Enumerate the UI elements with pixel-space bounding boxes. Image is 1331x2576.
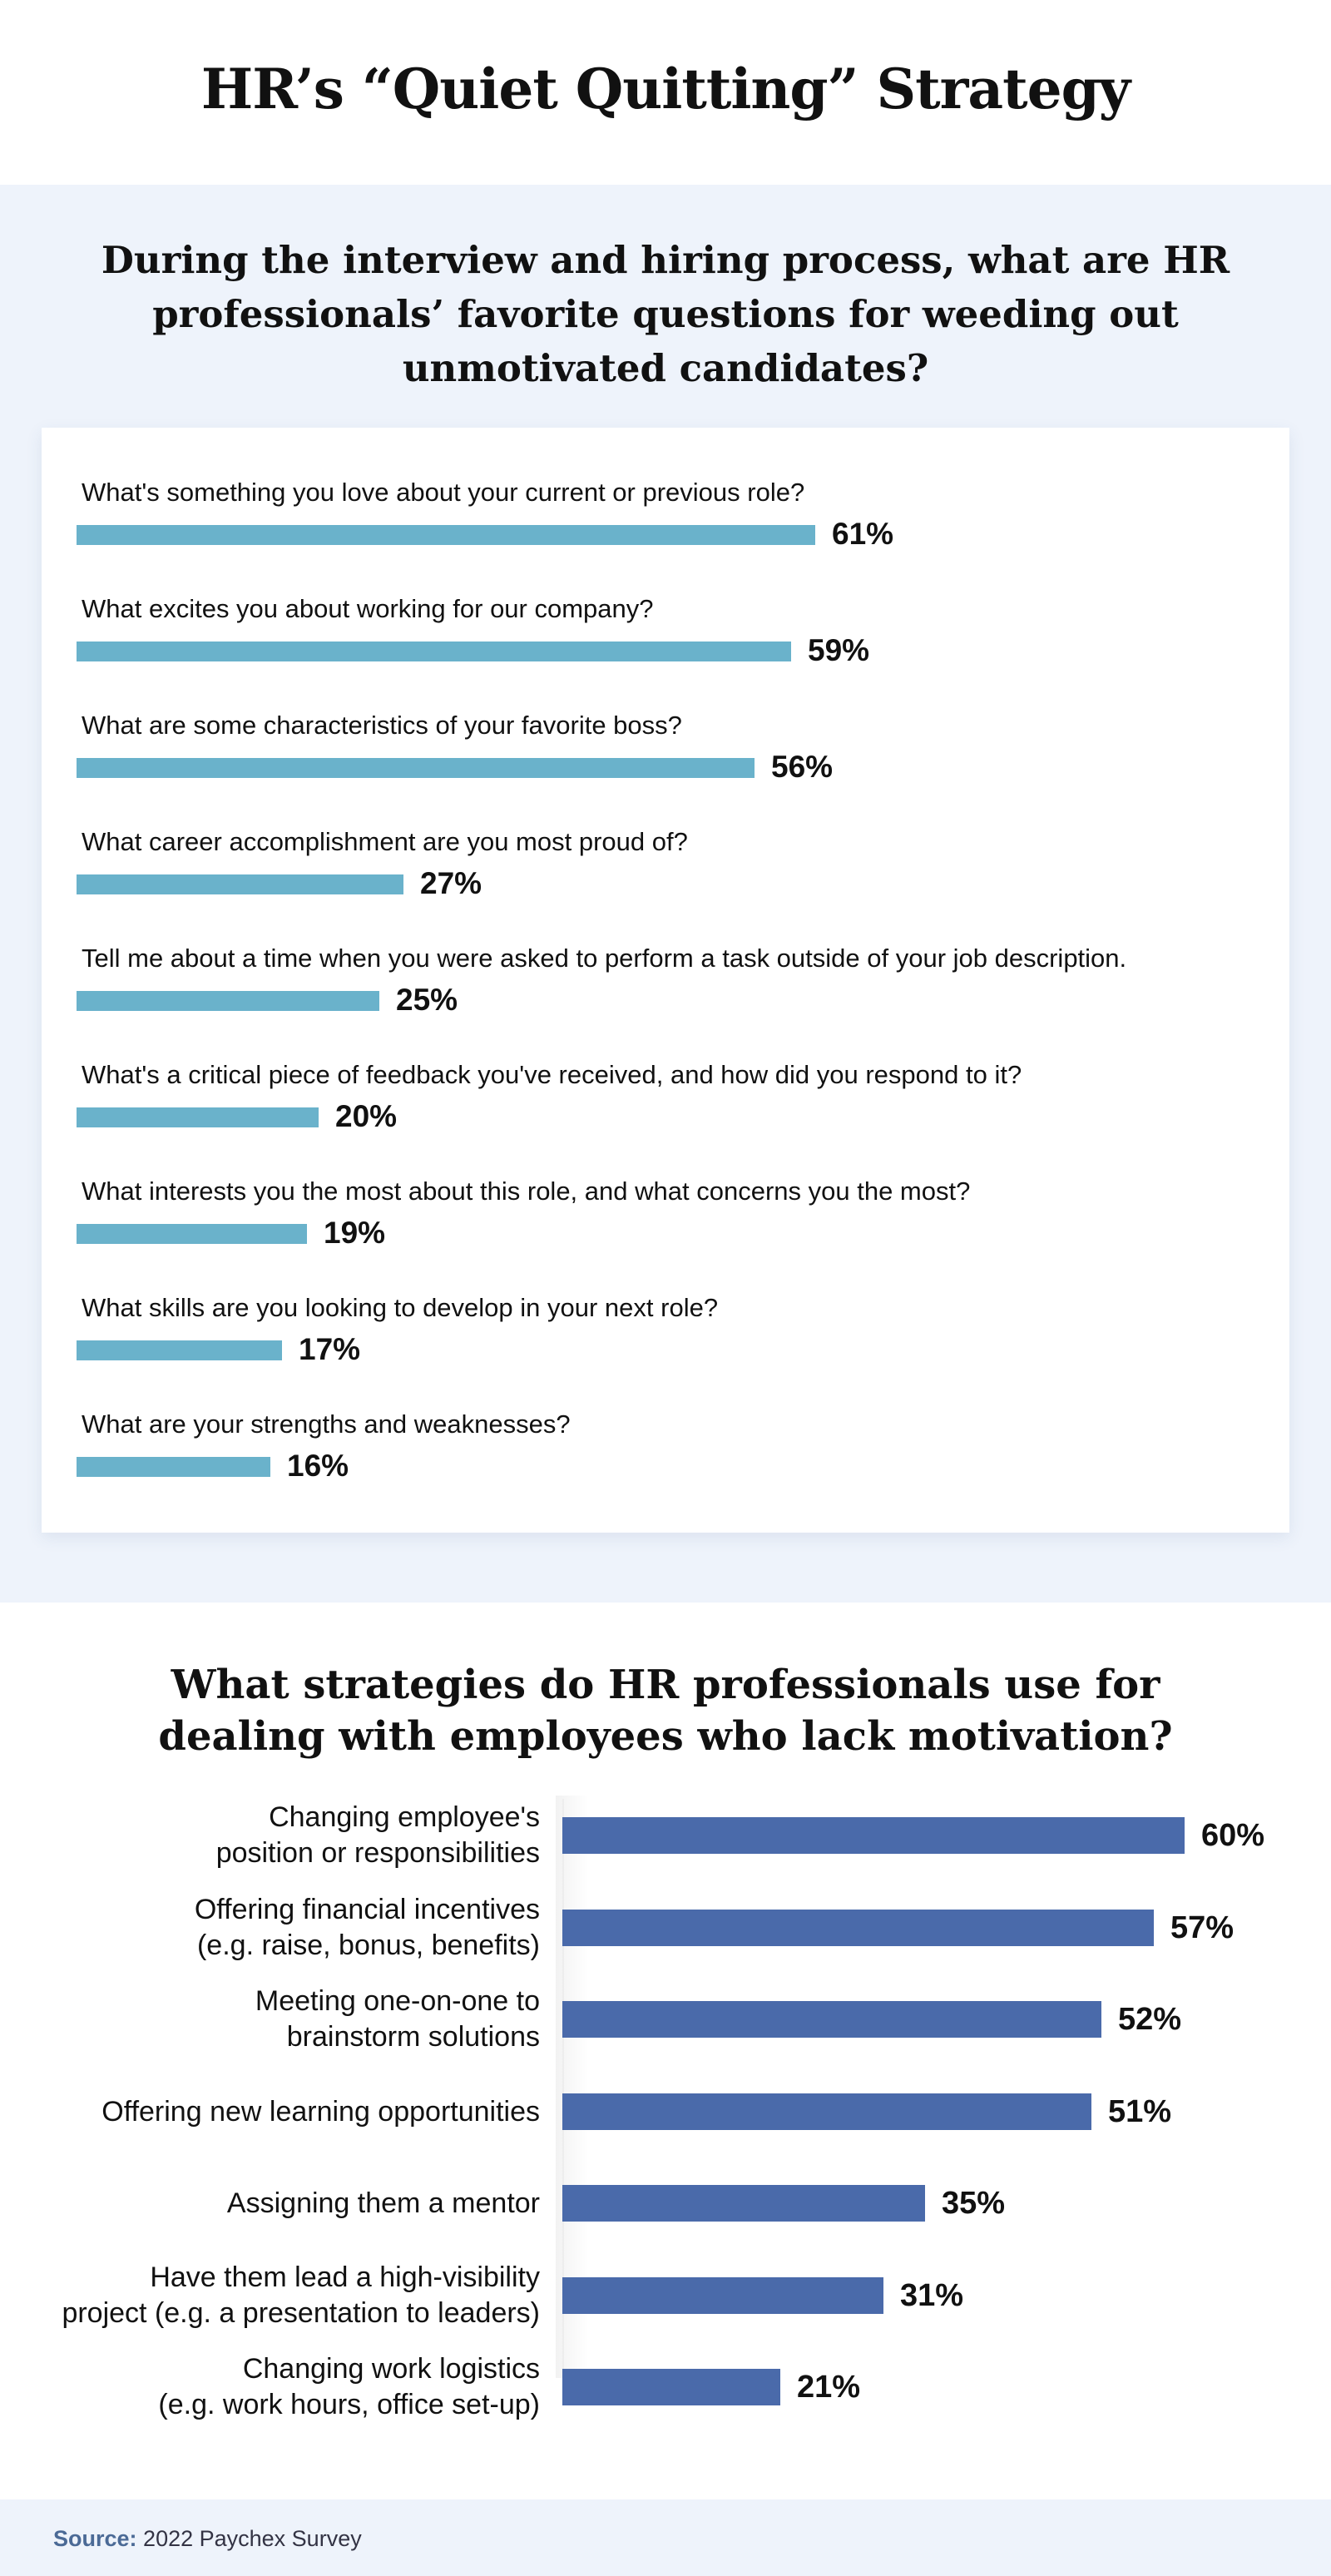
question-value-label: 19% (324, 1216, 386, 1250)
source-text: 2022 Paychex Survey (143, 2526, 362, 2551)
page-title: HR’s “Quiet Quitting” Strategy (200, 57, 1131, 121)
strategy-value-label: 57% (1170, 1910, 1235, 1945)
strategy-value-label: 52% (1118, 2002, 1182, 2037)
strategy-value-label: 60% (1201, 1818, 1265, 1853)
question-label: What interests you the most about this r… (82, 1177, 971, 1206)
strategy-label: Offering financial incentives (e.g. raise… (24, 1892, 540, 1964)
question-bar (77, 1340, 282, 1360)
strategy-bar (562, 2185, 925, 2222)
question-label: Tell me about a time when you were asked… (82, 944, 1127, 973)
questions-chart: What's something you love about your cur… (42, 428, 1289, 1533)
strategy-label: Changing work logistics (e.g. work hours,… (24, 2351, 540, 2423)
strategy-bar (562, 2093, 1091, 2130)
question-bar (77, 991, 379, 1011)
strategy-label-line: Changing employee's (269, 1801, 540, 1833)
source-note: Source: 2022 Paychex Survey (53, 2526, 362, 2552)
strategy-bar (562, 2369, 780, 2405)
strategies-section: What strategies do HR professionals use … (0, 1603, 1331, 2499)
question-bar (77, 1457, 270, 1477)
question-value-label: 61% (832, 517, 894, 551)
chart-axis (562, 1799, 564, 2373)
question-value-label: 17% (299, 1332, 361, 1366)
strategy-label-line: Meeting one-on-one to (255, 1985, 540, 2017)
interview-questions-section: During the interview and hiring process,… (0, 185, 1331, 1603)
strategies-chart-title: What strategies do HR professionals use … (158, 1662, 1173, 1760)
strategy-value-label: 21% (797, 2370, 861, 2405)
strategy-value-label: 31% (900, 2278, 964, 2313)
question-bar (77, 758, 755, 778)
strategy-bar (562, 2277, 883, 2314)
strategy-label-line: brainstorm solutions (286, 2021, 540, 2053)
strategy-label-line: (e.g. raise, bonus, benefits) (196, 1930, 540, 1961)
header: HR’s “Quiet Quitting” Strategy (0, 0, 1331, 185)
question-label: What's something you love about your cur… (82, 478, 805, 507)
strategy-bar (562, 1910, 1154, 1946)
question-value-label: 56% (771, 750, 834, 784)
strategy-label-line: Have them lead a high-visibility (150, 2261, 540, 2293)
question-label: What excites you about working for our c… (82, 594, 654, 623)
question-label: What career accomplishment are you most … (82, 827, 688, 856)
question-label: What's a critical piece of feedback you'… (82, 1060, 1022, 1089)
question-value-label: 20% (335, 1099, 398, 1133)
question-bar (77, 1224, 307, 1244)
strategy-label-line: Changing work logistics (242, 2353, 540, 2385)
strategy-label: Meeting one-on-one to brainstorm solution… (24, 1984, 540, 2055)
question-bar (77, 642, 791, 661)
question-value-label: 59% (808, 633, 870, 667)
strategy-bar (562, 1817, 1185, 1854)
strategy-value-label: 35% (942, 2186, 1006, 2221)
strategy-label: Assigning them a mentor (24, 2186, 540, 2222)
question-value-label: 27% (420, 866, 482, 900)
question-bar (77, 525, 815, 545)
strategy-label: Changing employee's position or responsib… (24, 1800, 540, 1871)
question-bar (77, 1107, 319, 1127)
strategy-value-label: 51% (1108, 2094, 1172, 2129)
strategy-label-line: project (e.g. a presentation to leaders) (62, 2297, 540, 2329)
question-label: What are some characteristics of your fa… (82, 711, 682, 740)
strategy-bar (562, 2001, 1101, 2038)
question-value-label: 25% (396, 983, 458, 1017)
strategy-label: Offering new learning opportunities (24, 2094, 540, 2130)
strategy-label-line: Offering new learning opportunities (101, 2096, 540, 2128)
source-label: Source: (53, 2526, 137, 2551)
question-label: What skills are you looking to develop i… (82, 1293, 719, 1322)
strategy-label-line: position or responsibilities (215, 1837, 540, 1869)
question-bar (77, 874, 403, 894)
question-value-label: 16% (287, 1449, 349, 1483)
strategy-label-line: Assigning them a mentor (226, 2187, 540, 2219)
strategy-label-line: (e.g. work hours, office set-up) (158, 2389, 540, 2420)
questions-chart-title: During the interview and hiring process,… (101, 238, 1230, 390)
question-label: What are your strengths and weaknesses? (82, 1409, 571, 1439)
strategy-label: Have them lead a high-visibility project … (24, 2260, 540, 2331)
strategy-label-line: Offering financial incentives (194, 1894, 540, 1925)
footer: Source: 2022 Paychex Survey (0, 2499, 1331, 2576)
